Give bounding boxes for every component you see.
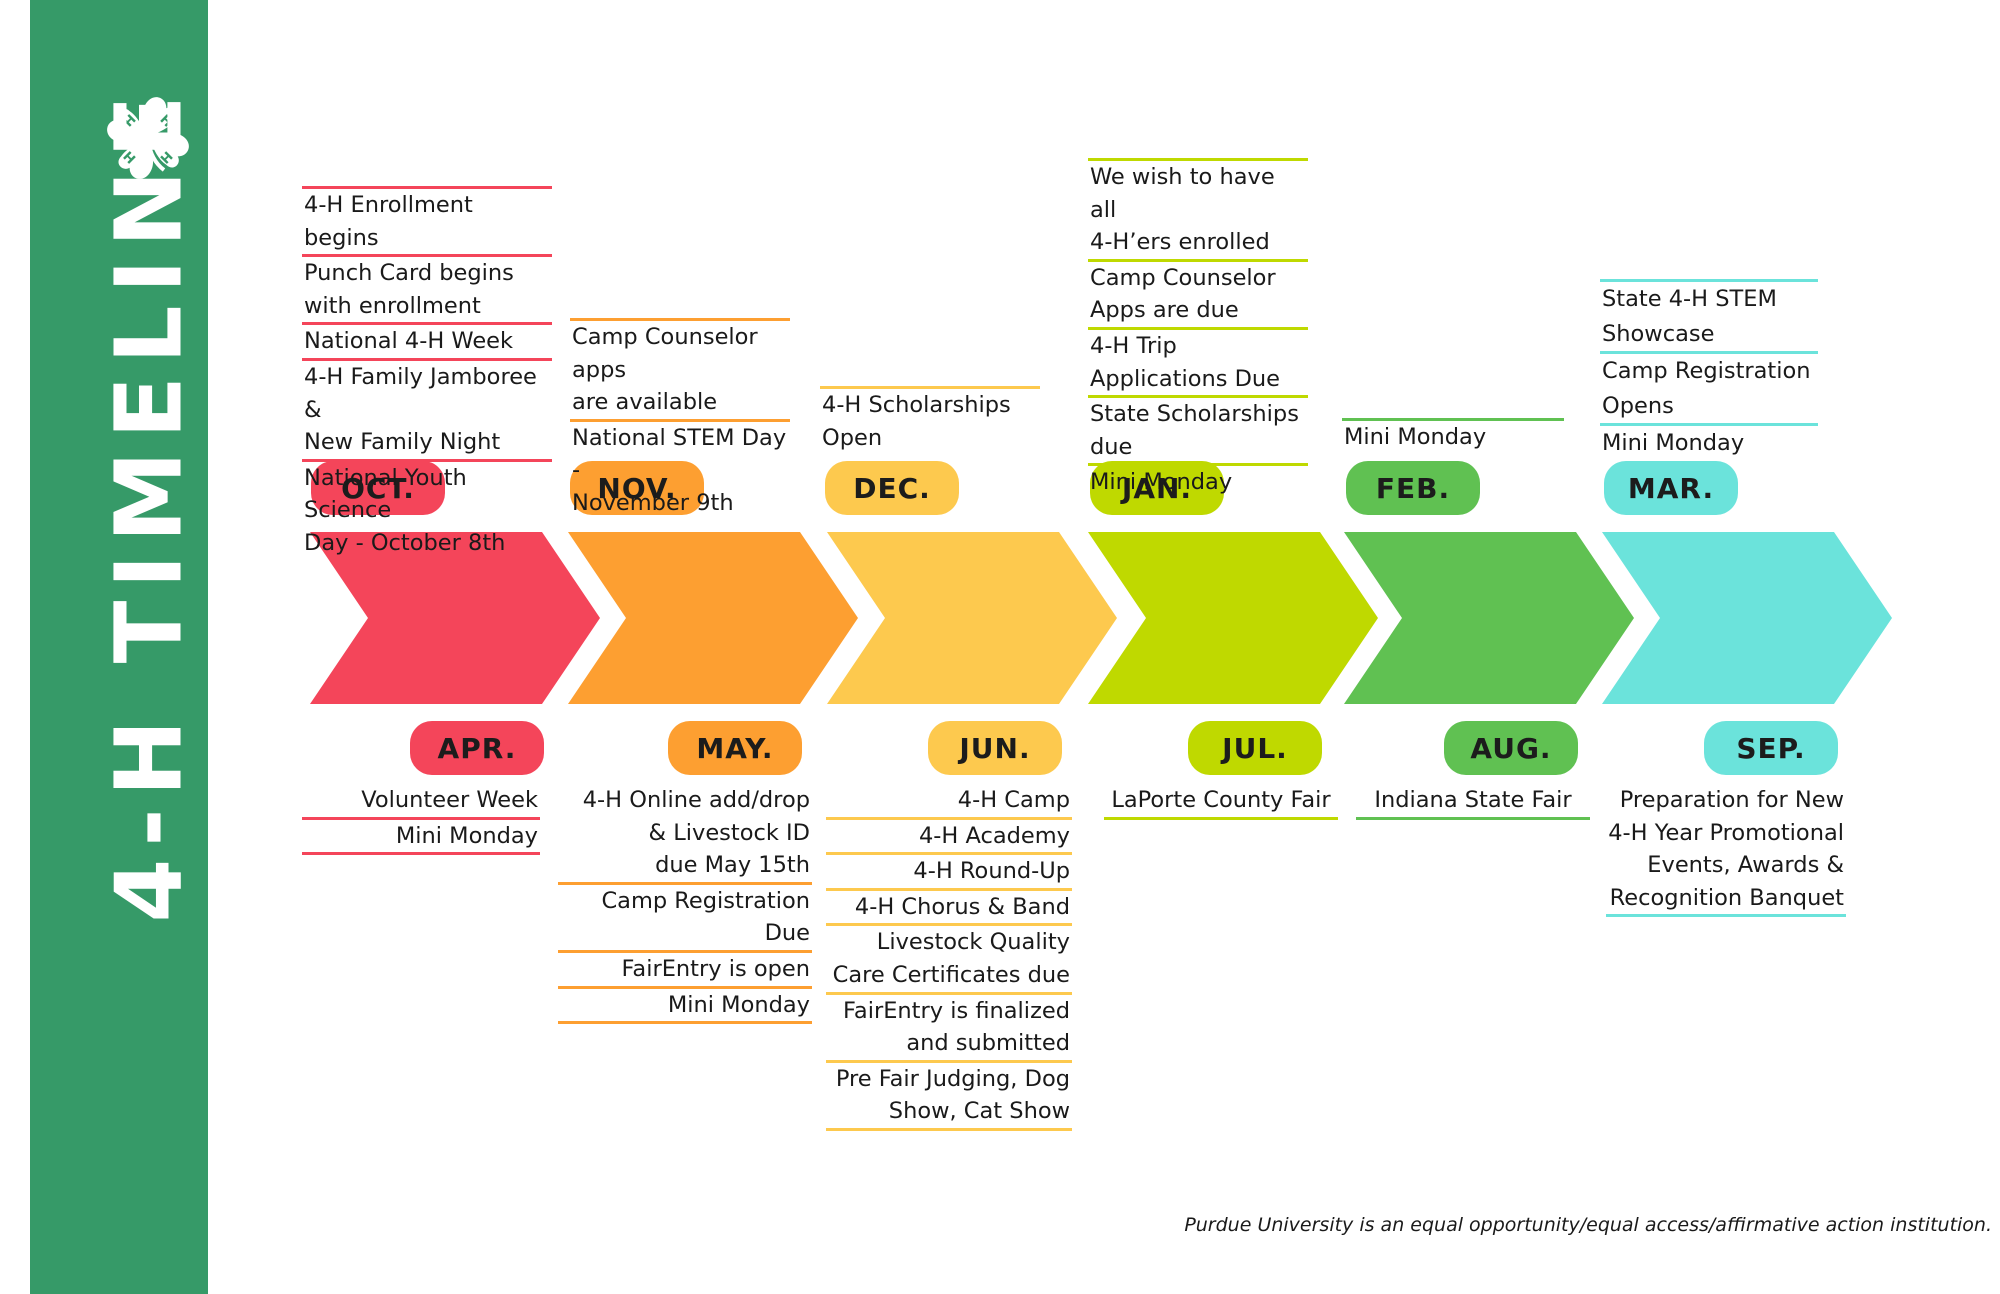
chevron-dec: [827, 532, 1117, 704]
month-pill-jan: JAN.: [1090, 461, 1224, 515]
events-jul: LaPorte County Fair: [1104, 784, 1338, 820]
event-item: Mini Monday: [302, 820, 540, 856]
chevron-oct: [310, 532, 600, 704]
events-dec: 4-H Scholarships Open: [820, 386, 1040, 454]
month-pill-may: MAY.: [668, 721, 802, 775]
events-sep: Preparation for New 4-H Year Promotional…: [1606, 784, 1846, 918]
month-pill-dec: DEC.: [825, 461, 959, 515]
event-item: 4-H Chorus & Band: [826, 891, 1072, 927]
month-pill-sep: SEP.: [1704, 721, 1838, 775]
month-pill-apr: APR.: [410, 721, 544, 775]
event-item: FairEntry is finalized and submitted: [826, 995, 1072, 1063]
event-item: Mini Monday: [1602, 430, 1745, 456]
events-aug: Indiana State Fair: [1356, 784, 1590, 820]
month-pill-jun: JUN.: [928, 721, 1062, 775]
events-mar: State 4-H STEM Showcase Camp Registratio…: [1600, 279, 1818, 461]
event-item: National STEM Day - November 9th: [572, 424, 787, 516]
event-item: State 4-H STEM Showcase: [1600, 279, 1818, 354]
event-item: Mini Monday: [1090, 469, 1233, 496]
event-item: Camp Counselor Apps are due: [1088, 262, 1308, 330]
event-item: Camp Registration Due: [558, 885, 812, 953]
event-item: 4-H Academy: [826, 820, 1072, 856]
four-leaf-clover-icon: H H H H: [107, 97, 189, 179]
event-item: 4-H Enrollment begins: [302, 186, 552, 258]
month-pill-jul: JUL.: [1188, 721, 1322, 775]
event-item: We wish to have all 4-H’ers enrolled: [1088, 158, 1308, 262]
event-item: Mini Monday: [558, 989, 812, 1025]
month-pill-aug: AUG.: [1444, 721, 1578, 775]
chevron-nov: [568, 532, 858, 704]
chevron-mar: [1602, 532, 1892, 704]
chevron-feb: [1344, 532, 1634, 704]
footer-disclaimer: Purdue University is an equal opportunit…: [1184, 1214, 1992, 1236]
event-item: Preparation for New 4-H Year Promotional…: [1606, 784, 1846, 918]
event-item: Camp Counselor apps are available: [570, 318, 790, 422]
events-feb: Mini Monday: [1342, 418, 1564, 454]
event-item: 4-H Round-Up: [826, 855, 1072, 891]
events-may: 4-H Online add/drop & Livestock ID due M…: [558, 784, 812, 1025]
event-item: Livestock Quality Care Certificates due: [826, 926, 1072, 995]
event-item: 4-H Scholarships Open: [820, 386, 1040, 454]
month-pill-nov: NOV.: [570, 461, 704, 515]
month-pill-feb: FEB.: [1346, 461, 1480, 515]
event-item: Volunteer Week: [302, 784, 540, 820]
event-item: Mini Monday: [1342, 418, 1564, 454]
event-item: National Youth Science Day - October 8th: [304, 464, 506, 556]
events-jun: 4-H Camp 4-H Academy 4-H Round-Up 4-H Ch…: [826, 784, 1072, 1131]
event-item: National 4-H Week: [302, 325, 552, 361]
event-item: 4-H Trip Applications Due: [1088, 330, 1308, 399]
event-item: Indiana State Fair: [1356, 784, 1590, 820]
event-item: FairEntry is open: [558, 953, 812, 989]
event-item: 4-H Camp: [826, 784, 1072, 820]
event-item: State Scholarships due: [1088, 398, 1308, 467]
event-item: Camp Registration Opens: [1600, 354, 1818, 426]
chevron-jan: [1088, 532, 1378, 704]
event-item: 4-H Family Jamboree & New Family Night: [302, 361, 552, 462]
events-nov: Camp Counselor apps are available Nation…: [570, 318, 790, 520]
event-item: Punch Card begins with enrollment: [302, 257, 552, 326]
sidebar: H H H H 4-H TIMELINE: [30, 0, 208, 1294]
event-item: 4-H Online add/drop & Livestock ID due M…: [558, 784, 812, 885]
event-item: Pre Fair Judging, Dog Show, Cat Show: [826, 1063, 1072, 1131]
events-jan: We wish to have all 4-H’ers enrolled Cam…: [1088, 158, 1308, 499]
events-oct: 4-H Enrollment begins Punch Card begins …: [302, 186, 552, 560]
month-pill-mar: MAR.: [1604, 461, 1738, 515]
month-pill-oct: OCT.: [311, 461, 445, 515]
event-item: LaPorte County Fair: [1104, 784, 1338, 820]
events-apr: Volunteer Week Mini Monday: [302, 784, 540, 856]
